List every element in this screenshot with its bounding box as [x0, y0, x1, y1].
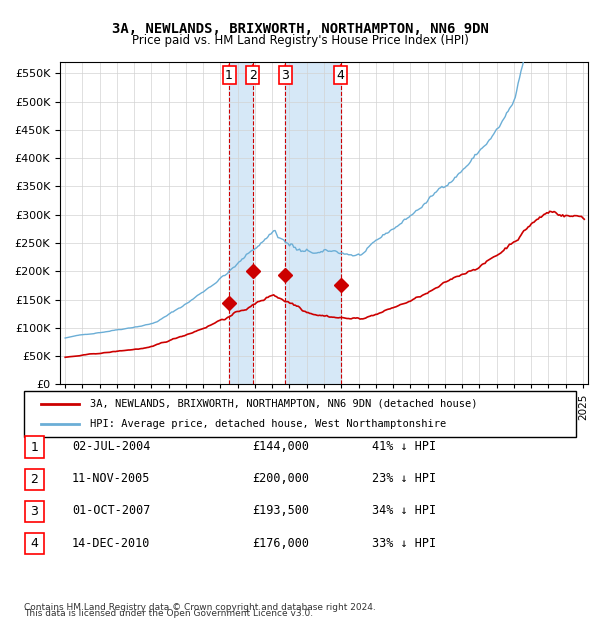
Text: 14-DEC-2010: 14-DEC-2010: [72, 537, 151, 549]
Text: Price paid vs. HM Land Registry's House Price Index (HPI): Price paid vs. HM Land Registry's House …: [131, 34, 469, 47]
Text: 23% ↓ HPI: 23% ↓ HPI: [372, 472, 436, 485]
FancyBboxPatch shape: [25, 501, 44, 522]
Text: 34% ↓ HPI: 34% ↓ HPI: [372, 505, 436, 517]
Text: 33% ↓ HPI: 33% ↓ HPI: [372, 537, 436, 549]
FancyBboxPatch shape: [25, 533, 44, 554]
Text: 3A, NEWLANDS, BRIXWORTH, NORTHAMPTON, NN6 9DN: 3A, NEWLANDS, BRIXWORTH, NORTHAMPTON, NN…: [112, 22, 488, 36]
Text: 4: 4: [31, 538, 38, 550]
Bar: [229, 62, 253, 384]
Text: 1: 1: [225, 69, 233, 82]
Text: 4: 4: [337, 69, 344, 82]
Text: 3: 3: [281, 69, 289, 82]
Text: 3: 3: [31, 505, 38, 518]
Text: 3A, NEWLANDS, BRIXWORTH, NORTHAMPTON, NN6 9DN (detached house): 3A, NEWLANDS, BRIXWORTH, NORTHAMPTON, NN…: [90, 399, 478, 409]
Text: £200,000: £200,000: [252, 472, 309, 485]
Text: 2: 2: [31, 473, 38, 485]
Text: HPI: Average price, detached house, West Northamptonshire: HPI: Average price, detached house, West…: [90, 419, 446, 429]
Text: This data is licensed under the Open Government Licence v3.0.: This data is licensed under the Open Gov…: [24, 609, 313, 618]
Text: 1: 1: [31, 441, 38, 453]
Text: 11-NOV-2005: 11-NOV-2005: [72, 472, 151, 485]
Text: 41% ↓ HPI: 41% ↓ HPI: [372, 440, 436, 453]
Text: 01-OCT-2007: 01-OCT-2007: [72, 505, 151, 517]
FancyBboxPatch shape: [24, 391, 576, 437]
FancyBboxPatch shape: [25, 436, 44, 458]
Text: £176,000: £176,000: [252, 537, 309, 549]
FancyBboxPatch shape: [25, 469, 44, 490]
Text: £144,000: £144,000: [252, 440, 309, 453]
Text: 2: 2: [248, 69, 257, 82]
Text: £193,500: £193,500: [252, 505, 309, 517]
Text: Contains HM Land Registry data © Crown copyright and database right 2024.: Contains HM Land Registry data © Crown c…: [24, 603, 376, 612]
Text: 02-JUL-2004: 02-JUL-2004: [72, 440, 151, 453]
Bar: [285, 62, 341, 384]
